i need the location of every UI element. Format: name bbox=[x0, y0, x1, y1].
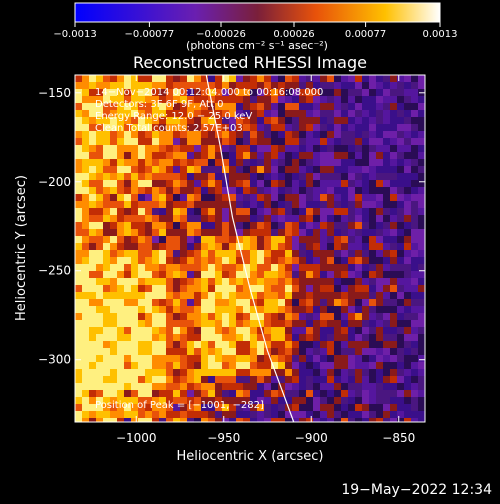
chart-title: Reconstructed RHESSI Image bbox=[133, 53, 367, 72]
y-tick-label: −250 bbox=[38, 264, 71, 278]
annotation-energy: Energy Range: 12.0 − 25.0 keV bbox=[95, 111, 252, 122]
x-axis-ticks: −1000 −950 −900 −850 bbox=[116, 75, 415, 445]
colorbar-units: (photons cm⁻² s⁻¹ asec⁻²) bbox=[186, 39, 328, 52]
peak-label: Position of Peak = [−1001, −282] bbox=[95, 400, 264, 411]
y-tick-label: −300 bbox=[38, 353, 71, 367]
x-axis-label: Heliocentric X (arcsec) bbox=[177, 449, 324, 464]
x-tick-label: −950 bbox=[207, 431, 240, 445]
annotation-time: 14−Nov−2014 00:12:04.000 to 00:16:08.000 bbox=[95, 87, 323, 98]
solar-limb-line bbox=[205, 75, 295, 422]
colorbar-ticks: −0.0013 −0.00077 −0.00026 0.00026 0.00077 0.0… bbox=[53, 22, 458, 40]
footer-timestamp: 19−May−2022 12:34 bbox=[341, 482, 492, 498]
colorbar bbox=[74, 2, 441, 23]
y-axis-ticks: −150 −200 −250 −300 bbox=[38, 86, 425, 367]
x-tick-label: −1000 bbox=[116, 431, 157, 445]
colorbar-tick-label: −0.0013 bbox=[53, 29, 96, 40]
colorbar-tick-label: 0.0013 bbox=[423, 29, 458, 40]
colorbar-tick-label: 0.00026 bbox=[273, 29, 314, 40]
x-tick-label: −900 bbox=[295, 431, 328, 445]
heatmap-image bbox=[75, 75, 425, 422]
y-axis-label: Heliocentric Y (arcsec) bbox=[14, 175, 29, 321]
annotation-detectors: Detectors: 3F 6F 9F, Att 0 bbox=[95, 99, 223, 110]
colorbar-tick-label: 0.00077 bbox=[345, 29, 386, 40]
y-tick-label: −150 bbox=[38, 86, 71, 100]
x-tick-label: −850 bbox=[382, 431, 415, 445]
colorbar-tick-label: −0.00077 bbox=[125, 29, 175, 40]
plot-frame bbox=[74, 74, 426, 423]
colorbar-tick-label: −0.00026 bbox=[196, 29, 246, 40]
annotation-counts: Clean Total counts: 2.57E+03 bbox=[95, 123, 243, 134]
y-tick-label: −200 bbox=[38, 175, 71, 189]
